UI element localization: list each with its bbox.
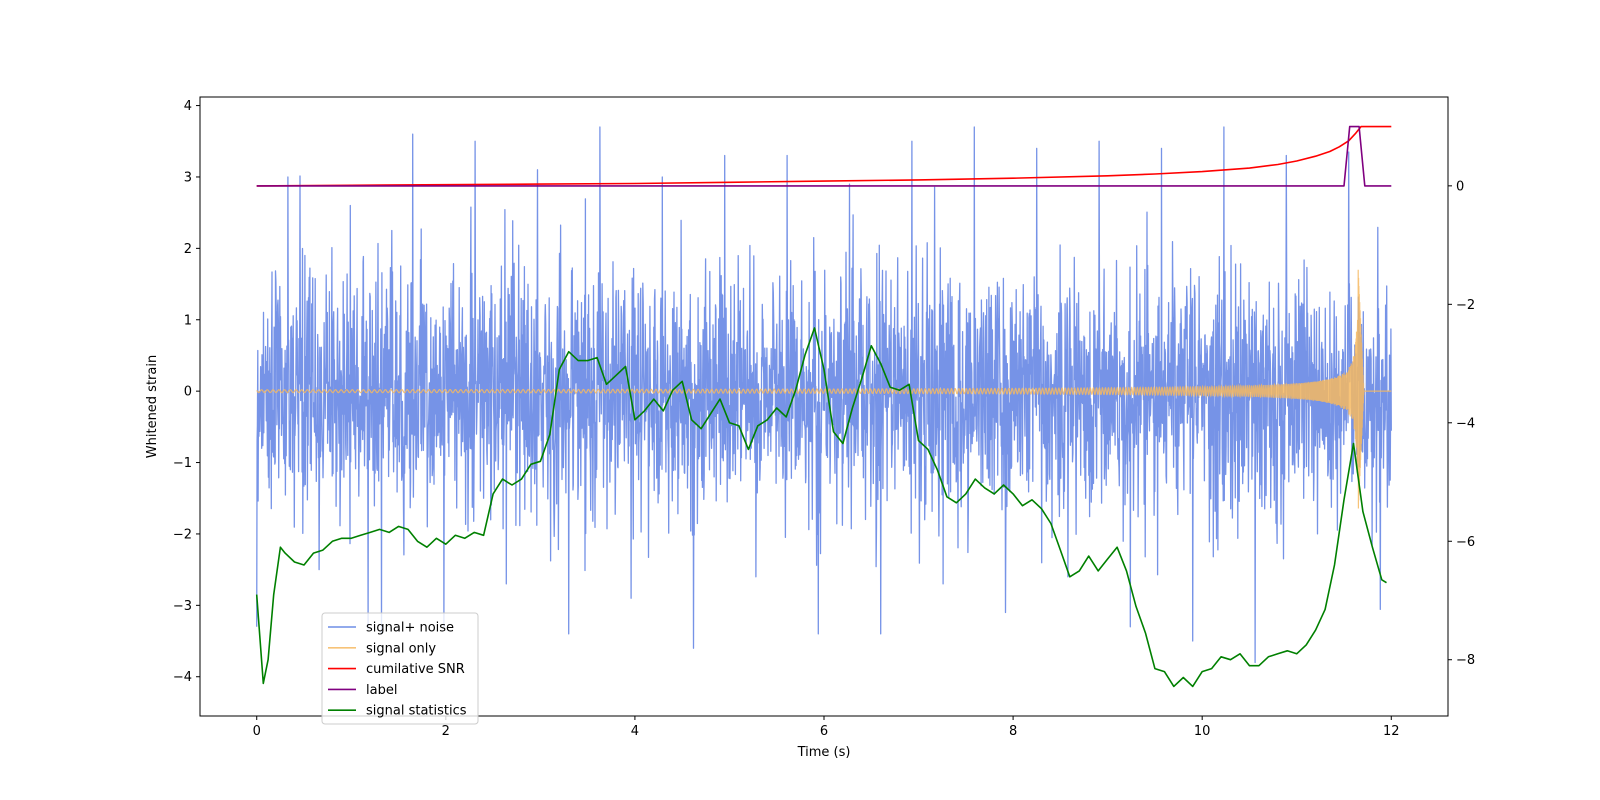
y-tick-label: −1 <box>173 456 192 471</box>
y-tick-label: 0 <box>184 385 192 400</box>
x-tick-label: 0 <box>253 724 261 739</box>
y-tick-label: 4 <box>184 99 192 114</box>
y-tick-label: 2 <box>184 242 192 257</box>
legend-label: signal statistics <box>366 704 467 719</box>
legend-box <box>321 612 479 725</box>
x-tick-label: 12 <box>1383 724 1400 739</box>
y-axis-label: Whitened strain <box>145 355 160 458</box>
y-right-tick-label: −2 <box>1456 298 1475 313</box>
y-right-tick-label: −6 <box>1456 535 1475 550</box>
x-tick-label: 2 <box>442 724 450 739</box>
y-tick-label: −3 <box>173 599 192 614</box>
y-right-tick-label: 0 <box>1456 179 1464 194</box>
y-tick-label: −4 <box>173 670 192 685</box>
plot-area <box>255 125 1392 688</box>
y-tick-label: −2 <box>173 527 192 542</box>
x-tick-label: 10 <box>1194 724 1211 739</box>
series-signal-statistics <box>255 327 1387 688</box>
legend-label: signal only <box>366 641 436 656</box>
legend-label: cumilative SNR <box>366 662 465 677</box>
y-right-tick-label: −8 <box>1456 653 1475 668</box>
series-label <box>256 125 1392 187</box>
y-tick-label: 3 <box>184 170 192 185</box>
series-cumilative-snr <box>256 125 1392 187</box>
x-axis-label: Time (s) <box>797 745 851 760</box>
series-signal-only <box>256 269 1392 509</box>
y-right-tick-label: −4 <box>1456 416 1475 431</box>
legend-label: signal+ noise <box>366 621 454 636</box>
x-tick-label: 8 <box>1009 724 1017 739</box>
x-tick-label: 4 <box>631 724 639 739</box>
legend: signal+ noise signal only cumilative SNR la… <box>321 612 479 725</box>
y-tick-label: 1 <box>184 313 192 328</box>
legend-label: label <box>366 683 397 698</box>
x-tick-label: 6 <box>820 724 828 739</box>
